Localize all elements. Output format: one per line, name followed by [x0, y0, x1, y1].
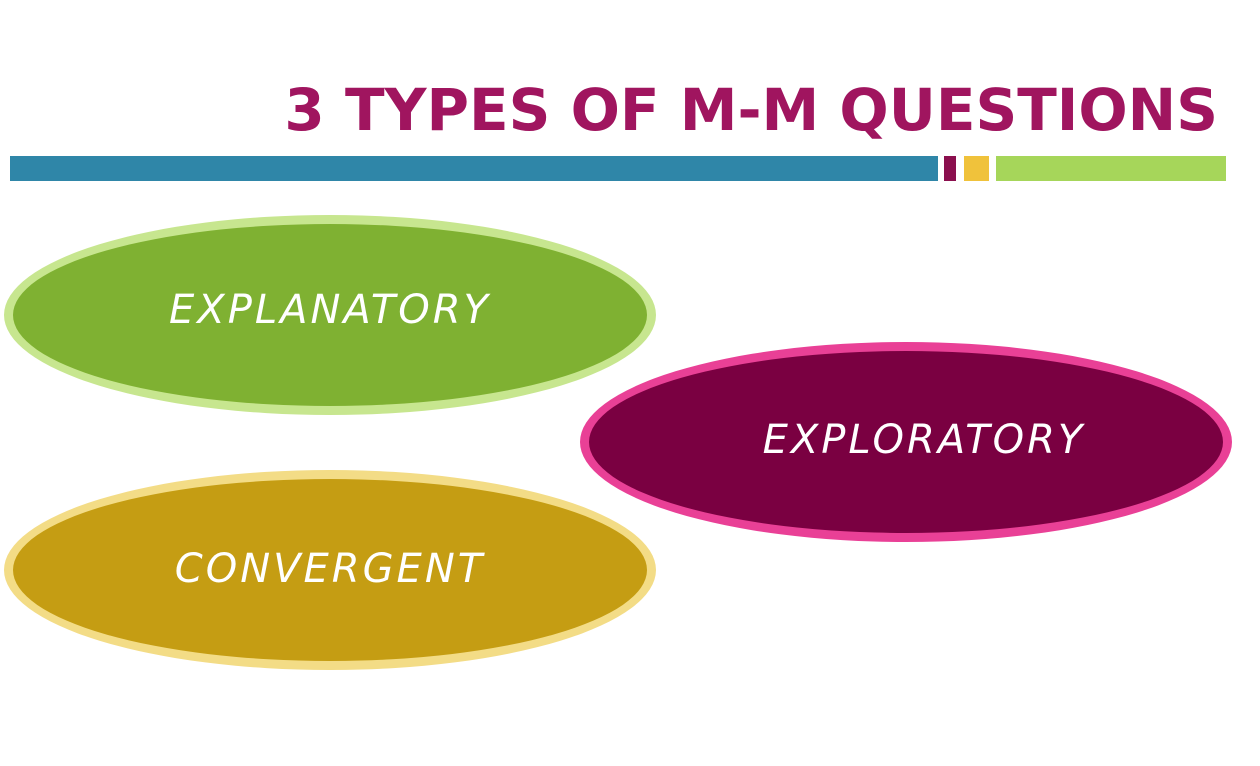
oval-convergent: CONVERGENT — [4, 470, 656, 670]
oval-exploratory: EXPLORATORY — [580, 342, 1232, 542]
oval-label-convergent: CONVERGENT — [174, 546, 486, 592]
accent-bar-blue — [10, 156, 938, 181]
oval-label-explanatory: EXPLANATORY — [169, 287, 491, 333]
accent-bar-magenta — [944, 156, 956, 181]
accent-bar-green — [996, 156, 1226, 181]
oval-label-exploratory: EXPLORATORY — [762, 417, 1086, 463]
oval-explanatory: EXPLANATORY — [4, 215, 656, 415]
slide-title: 3 TYPES OF M-M QUESTIONS — [284, 76, 1218, 144]
accent-bar-yellow — [964, 156, 989, 181]
